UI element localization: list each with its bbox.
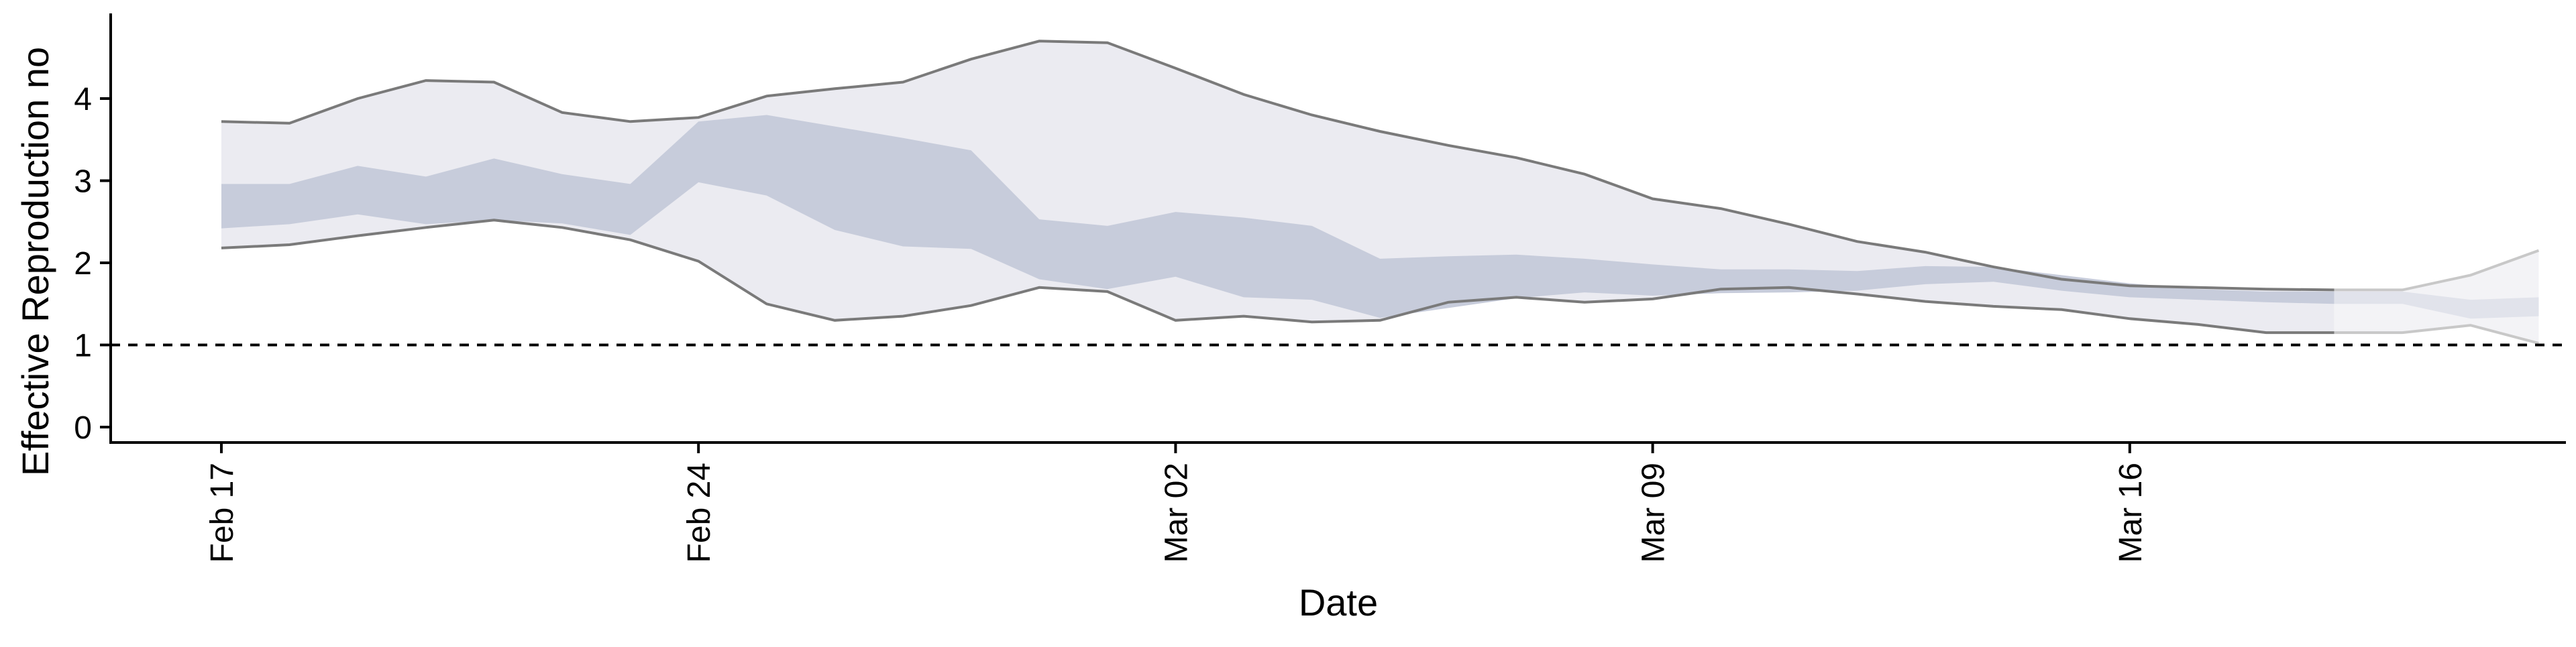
outer-interval-band [221,41,2334,333]
outer-interval-forecast-upper-line [2334,249,2540,292]
y-tick-label: 4 [74,82,92,117]
x-axis-title: Date [1299,581,1378,624]
edges-layer [221,40,2540,345]
x-tick-label: Feb 17 [205,463,240,563]
y-tick-label: 1 [74,329,92,364]
outer-interval-lower-line [221,219,2334,335]
axes-layer: 0 1 2 3 4 Feb 17 Feb 24 Mar 02 Mar 09 Mar 16 [74,13,2566,563]
outer-interval-forecast-lower-line [2334,324,2539,345]
bands-layer [221,41,2539,343]
x-tick-label: Mar 09 [1636,463,1672,563]
inner-interval-band [221,115,2334,318]
outer-interval-upper-line [221,40,2334,292]
y-axis-title: Effective Reproduction no [14,47,56,476]
x-tick-label: Mar 16 [2113,463,2149,563]
y-tick-label: 3 [74,164,92,200]
x-tick-label: Mar 02 [1159,463,1194,563]
y-tick-label: 0 [74,410,92,446]
y-tick-label: 2 [74,246,92,282]
inner-interval-forecast-band [2334,291,2539,319]
x-tick-label: Feb 24 [682,463,717,563]
